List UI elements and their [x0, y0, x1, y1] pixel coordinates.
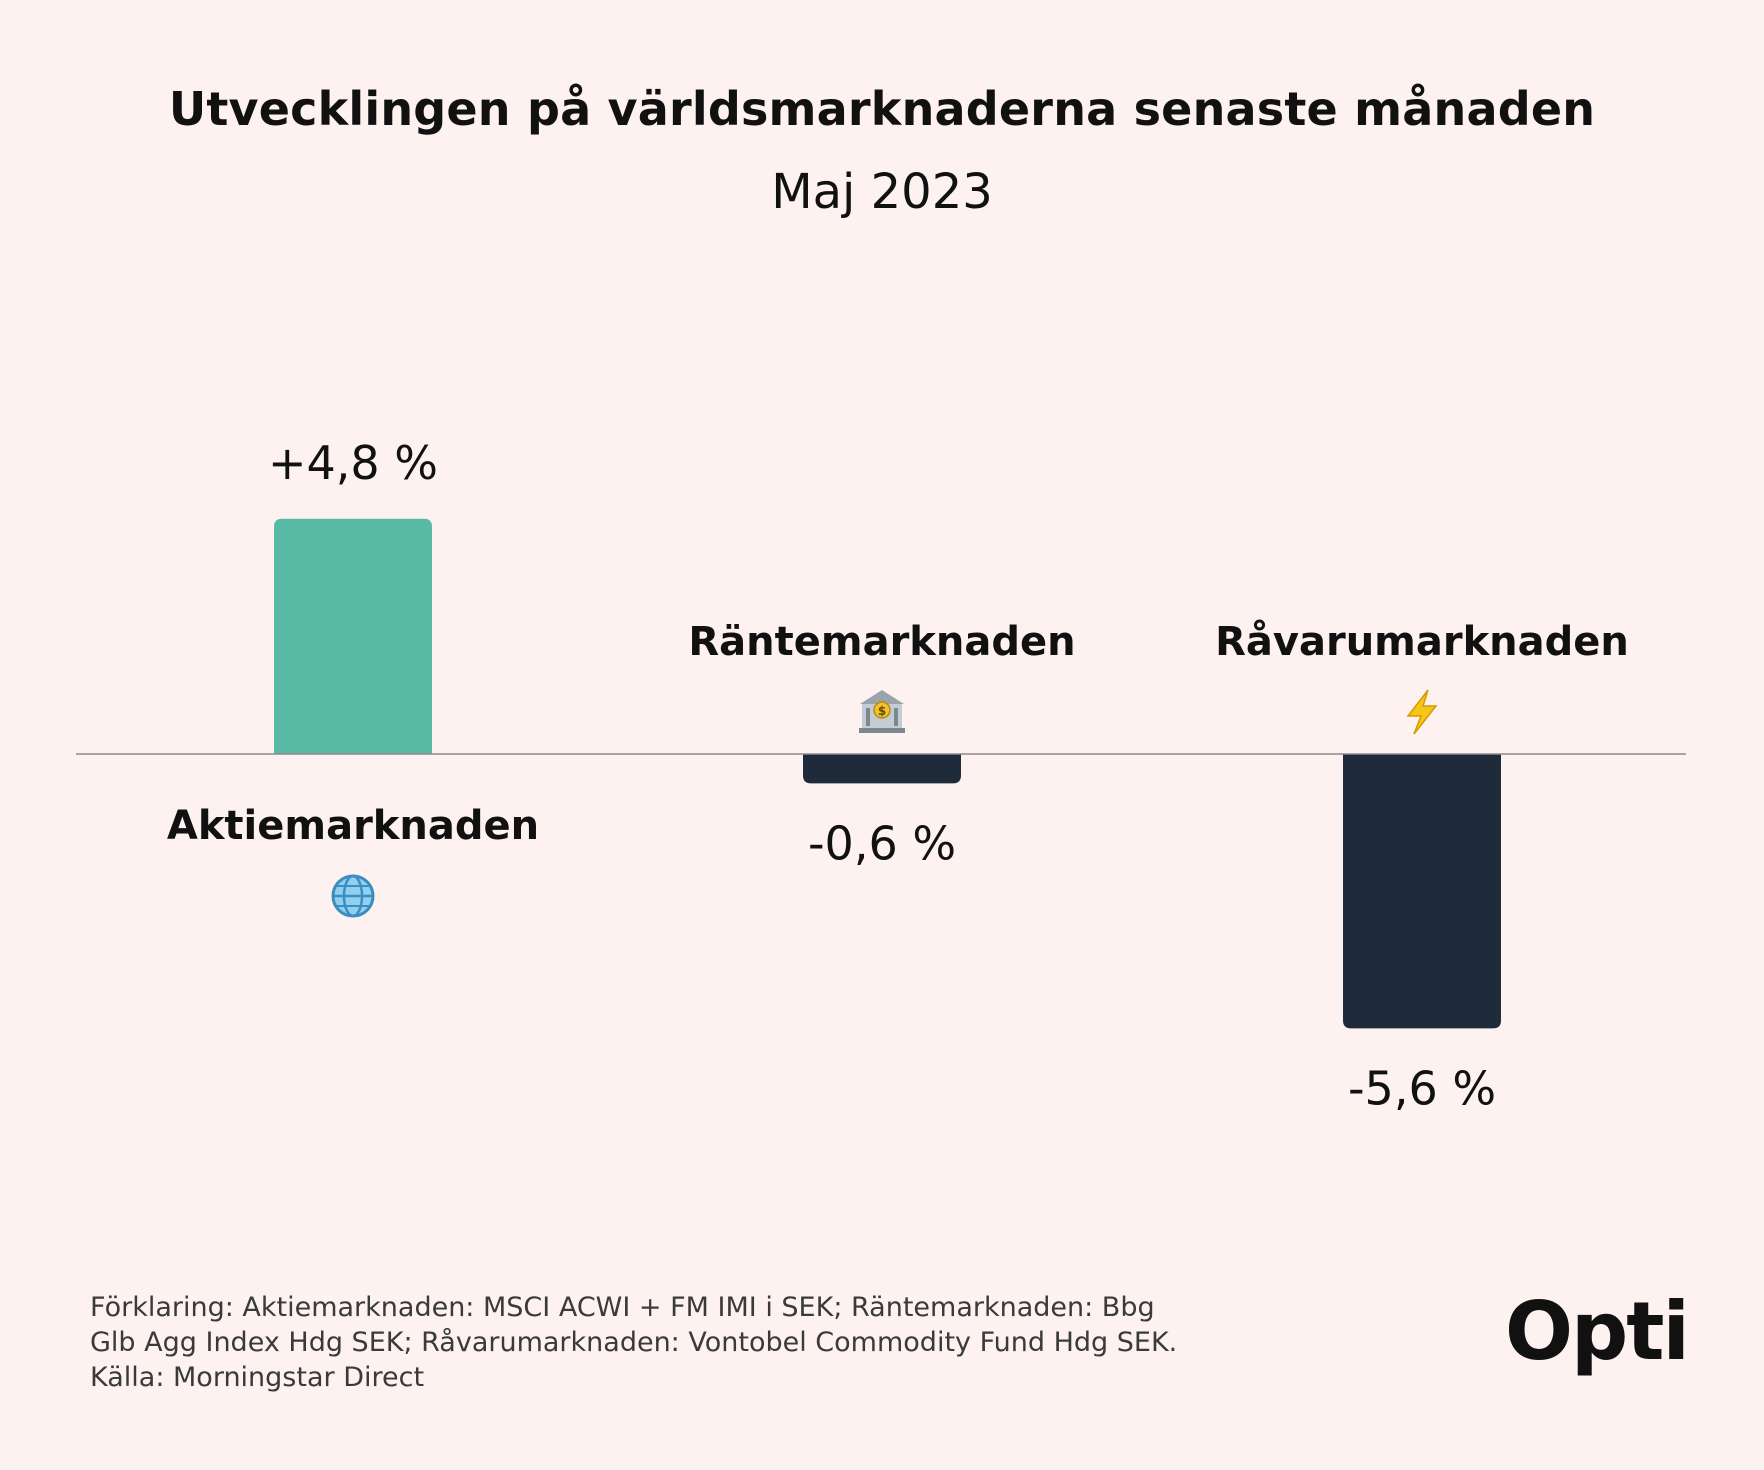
footnote: Förklaring: Aktiemarknaden: MSCI ACWI + … [90, 1290, 1390, 1395]
bank-icon: $ [859, 690, 905, 733]
footnote-line: Förklaring: Aktiemarknaden: MSCI ACWI + … [90, 1292, 1155, 1323]
svg-text:$: $ [878, 704, 886, 718]
footnote-line: Källa: Morningstar Direct [90, 1362, 425, 1393]
category-label: Aktiemarknaden [167, 803, 539, 849]
bar-chart: +4,8 % Aktiemarknaden -0,6 % Räntemarknaden… [76, 436, 1686, 1115]
chart-subtitle: Maj 2023 [771, 164, 993, 220]
bar [803, 754, 961, 784]
data-label: -5,6 % [1348, 1061, 1496, 1115]
category-label: Räntemarknaden [688, 619, 1075, 665]
data-label: -0,6 % [808, 816, 956, 870]
opti-logo: Opti [1505, 1285, 1690, 1378]
lightning-icon [1406, 689, 1438, 735]
data-label: +4,8 % [268, 436, 438, 490]
bar [274, 518, 432, 754]
category-label: Råvarumarknaden [1215, 618, 1629, 665]
chart-title: Utvecklingen på världsmarknaderna senast… [168, 82, 1596, 136]
footnote-line: Glb Agg Index Hdg SEK; Råvarumarknaden: … [90, 1327, 1178, 1358]
globe-icon [331, 874, 375, 918]
bar [1343, 754, 1501, 1029]
